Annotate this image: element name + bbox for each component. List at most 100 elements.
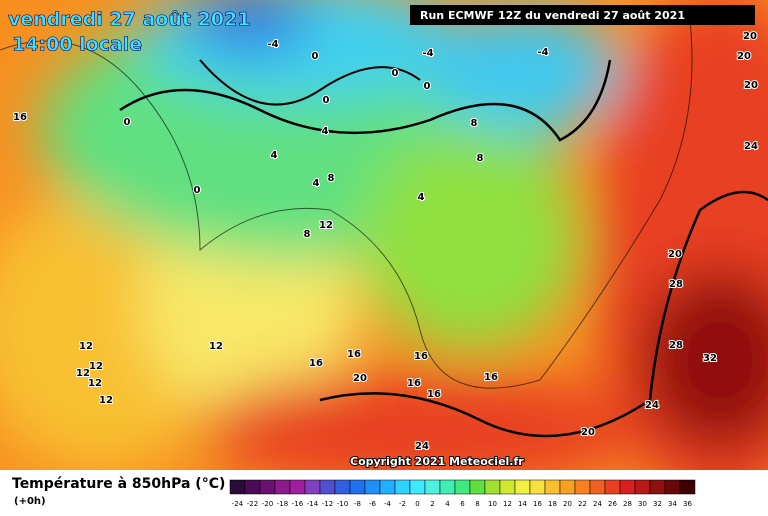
legend-label: 26 [608, 500, 617, 508]
contour-label: 16 [407, 378, 421, 389]
legend-swatch [469, 479, 486, 495]
legend-label: 2 [430, 500, 434, 508]
legend-label: 32 [653, 500, 662, 508]
contour-label: 12 [79, 341, 93, 352]
legend-swatch [454, 479, 471, 495]
legend-label: -22 [247, 500, 258, 508]
contour-label: -4 [267, 39, 278, 50]
local-time: 14:00 locale [12, 34, 142, 56]
contour-label: 12 [89, 361, 103, 372]
legend-label: -2 [399, 500, 406, 508]
legend-swatch [304, 479, 321, 495]
run-banner [410, 5, 755, 25]
legend-label: -18 [277, 500, 288, 508]
contour-label: 8 [328, 173, 335, 184]
legend-label: 12 [503, 500, 512, 508]
contour-label: 24 [744, 141, 758, 152]
contour-labels: -4-4 -40000004444888812121212121212161616… [12, 30, 759, 453]
contour-label: 0 [124, 117, 131, 128]
legend-label: 0 [415, 500, 419, 508]
legend-label: -14 [307, 500, 319, 508]
legend-swatch [679, 479, 696, 495]
contour-label: 0 [392, 68, 399, 79]
contour-label: 4 [418, 192, 425, 203]
contour-label: 12 [209, 341, 223, 352]
legend-swatch [394, 479, 411, 495]
legend-swatch [634, 479, 651, 495]
legend-swatch [574, 479, 591, 495]
contour-label: 20 [744, 80, 758, 91]
contour-label: 16 [13, 112, 27, 123]
contour-label: 28 [669, 279, 683, 290]
legend-swatch [259, 479, 276, 495]
legend-swatch [334, 479, 351, 495]
legend-swatch [499, 479, 516, 495]
legend-label: 18 [548, 500, 557, 508]
contour-label: 24 [415, 441, 429, 452]
legend-label: 22 [578, 500, 587, 508]
legend-swatch [604, 479, 621, 495]
legend-swatch [529, 479, 546, 495]
legend-label: 24 [593, 500, 602, 508]
legend-swatch [274, 479, 291, 495]
legend-label: -20 [262, 500, 273, 508]
legend-label: 16 [533, 500, 542, 508]
contour-label: 0 [424, 81, 431, 92]
map-title: Température à 850hPa (°C) [12, 476, 225, 492]
contour-label: 28 [669, 340, 683, 351]
contour-label: 16 [347, 349, 361, 360]
contour-label: 12 [99, 395, 113, 406]
legend-label: -16 [292, 500, 304, 508]
contour-label: 8 [471, 118, 478, 129]
legend-swatch [589, 479, 606, 495]
legend-swatch [409, 479, 426, 495]
contour-label: 24 [645, 400, 659, 411]
contour-label: 0 [194, 185, 201, 196]
legend-swatch [319, 479, 336, 495]
legend-label: -8 [354, 500, 361, 508]
legend-label: -10 [337, 500, 348, 508]
legend-swatch [649, 479, 666, 495]
legend-swatch [559, 479, 576, 495]
contour-label: 8 [477, 153, 484, 164]
legend-label: 34 [668, 500, 677, 508]
legend-swatch [364, 479, 381, 495]
legend-label: 28 [623, 500, 632, 508]
legend-swatch [439, 479, 456, 495]
legend-swatch [289, 479, 306, 495]
contour-label: 20 [581, 427, 595, 438]
forecast-step: (+0h) [14, 496, 46, 507]
legend-swatch [544, 479, 561, 495]
legend-label: 14 [518, 500, 527, 508]
legend-swatch [484, 479, 501, 495]
contour-label: 16 [414, 351, 428, 362]
contour-label: 8 [304, 229, 311, 240]
legend-label: 10 [488, 500, 497, 508]
legend-label: -6 [369, 500, 377, 508]
contour-label: 16 [484, 372, 498, 383]
legend-label: 8 [475, 500, 479, 508]
contour-label: 20 [668, 249, 682, 260]
contour-label: 20 [353, 373, 367, 384]
legend-swatch [424, 479, 441, 495]
contour-label: -4 [537, 47, 548, 58]
contour-label: 20 [737, 51, 751, 62]
contour-label: 4 [313, 178, 320, 189]
contour-label: 12 [76, 368, 90, 379]
color-legend: -24 -22 -20 -18 -16 -14 -12 -10 -8 -6 -4 -2 0 2 4 6 8 10 1… [229, 479, 696, 508]
contour-label: 16 [309, 358, 323, 369]
legend-label: 36 [683, 500, 692, 508]
legend-swatch [229, 479, 246, 495]
run-info: Run ECMWF 12Z du vendredi 27 août 2021 [420, 9, 685, 22]
legend-label: -12 [322, 500, 333, 508]
contour-label: 16 [427, 389, 441, 400]
contour-label: 32 [703, 353, 717, 364]
legend-label: 6 [460, 500, 465, 508]
legend-label: 30 [638, 500, 647, 508]
contour-label: 20 [743, 31, 757, 42]
legend-swatch [619, 479, 636, 495]
contour-label: -4 [422, 48, 433, 59]
legend-label: -4 [384, 500, 392, 508]
